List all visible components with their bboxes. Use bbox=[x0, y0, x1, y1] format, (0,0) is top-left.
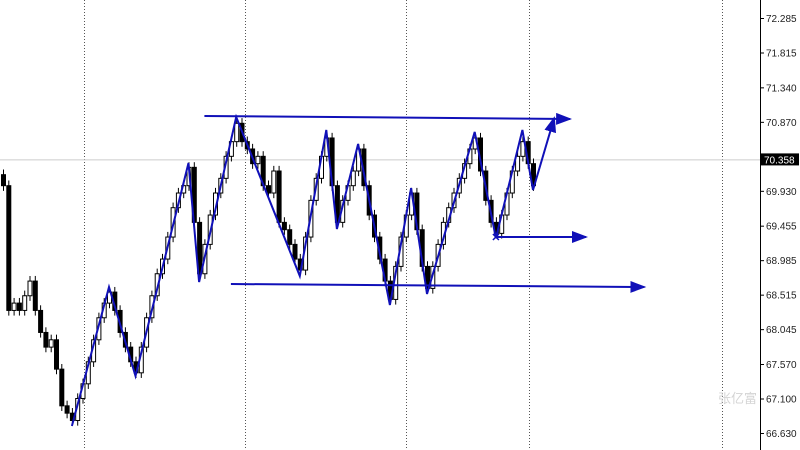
price-axis[interactable]: 72.285 71.815 71.340 70.870 69.930 69.455 68.9… bbox=[760, 14, 799, 440]
candle bbox=[54, 334, 59, 375]
y-tick-label: 68.515 bbox=[766, 291, 797, 302]
candle bbox=[515, 151, 521, 177]
candle bbox=[32, 275, 38, 316]
candle-body bbox=[276, 170, 282, 223]
y-tick-label: 69.455 bbox=[766, 222, 797, 233]
candle-body bbox=[255, 155, 261, 165]
candle bbox=[197, 217, 203, 279]
current-price-badge bbox=[761, 153, 799, 166]
candle bbox=[255, 151, 261, 169]
candle bbox=[64, 400, 70, 419]
candle-body bbox=[48, 339, 54, 348]
candle bbox=[27, 275, 33, 301]
y-tick-label: 71.340 bbox=[766, 83, 797, 94]
candle-body bbox=[59, 368, 65, 407]
y-tick-label: 67.100 bbox=[766, 394, 797, 405]
candle-body bbox=[22, 295, 28, 311]
candle-body bbox=[266, 185, 271, 194]
candle-body bbox=[27, 280, 33, 297]
candle-body bbox=[287, 229, 293, 245]
candle-body bbox=[64, 405, 70, 414]
candle bbox=[350, 165, 356, 191]
y-tick-label: 72.285 bbox=[766, 14, 797, 25]
candle-body bbox=[11, 302, 17, 311]
candle bbox=[234, 118, 240, 147]
horizontal-arrow-line[interactable] bbox=[204, 112, 573, 125]
y-tick-label: 67.570 bbox=[766, 360, 797, 371]
y-tick-label: 66.630 bbox=[766, 429, 797, 440]
candle-body bbox=[271, 170, 277, 194]
candle-body bbox=[6, 185, 12, 311]
candle-body bbox=[1, 174, 6, 187]
cross-icon bbox=[492, 233, 500, 241]
candle bbox=[59, 364, 65, 411]
candle bbox=[22, 290, 28, 316]
candle-body bbox=[54, 339, 59, 370]
candle-body bbox=[38, 309, 44, 333]
candle-body bbox=[234, 122, 240, 143]
y-tick-label: 68.045 bbox=[766, 325, 797, 336]
y-tick-label: 71.815 bbox=[766, 48, 797, 59]
candle bbox=[334, 180, 340, 228]
horizontal-arrow-line[interactable] bbox=[230, 280, 647, 293]
y-tick-label: 70.870 bbox=[766, 118, 797, 129]
candles bbox=[1, 118, 536, 426]
candle-body bbox=[43, 331, 49, 348]
candle-body bbox=[197, 221, 203, 275]
y-tick-label: 68.985 bbox=[766, 256, 797, 267]
candle bbox=[43, 327, 49, 353]
candle-body bbox=[350, 170, 356, 187]
candle-body bbox=[292, 243, 298, 260]
candle bbox=[287, 224, 293, 250]
candle-body bbox=[16, 302, 22, 311]
candle-body bbox=[32, 280, 38, 311]
candle bbox=[48, 334, 54, 353]
candle-body bbox=[334, 185, 340, 223]
candle bbox=[11, 297, 17, 316]
drawings[interactable] bbox=[70, 112, 647, 427]
current-price-label: 70.358 bbox=[764, 155, 795, 166]
candle bbox=[1, 169, 6, 191]
zigzag-line[interactable] bbox=[70, 113, 557, 427]
watermark: 张亿富 bbox=[718, 391, 757, 407]
candle bbox=[281, 217, 287, 235]
candle-body bbox=[281, 221, 287, 231]
candle bbox=[38, 305, 44, 338]
candle-body bbox=[515, 155, 521, 172]
candle bbox=[271, 165, 277, 199]
y-tick-label: 69.930 bbox=[766, 187, 797, 198]
candle bbox=[6, 180, 12, 316]
candle bbox=[292, 239, 298, 265]
candle bbox=[16, 297, 22, 316]
